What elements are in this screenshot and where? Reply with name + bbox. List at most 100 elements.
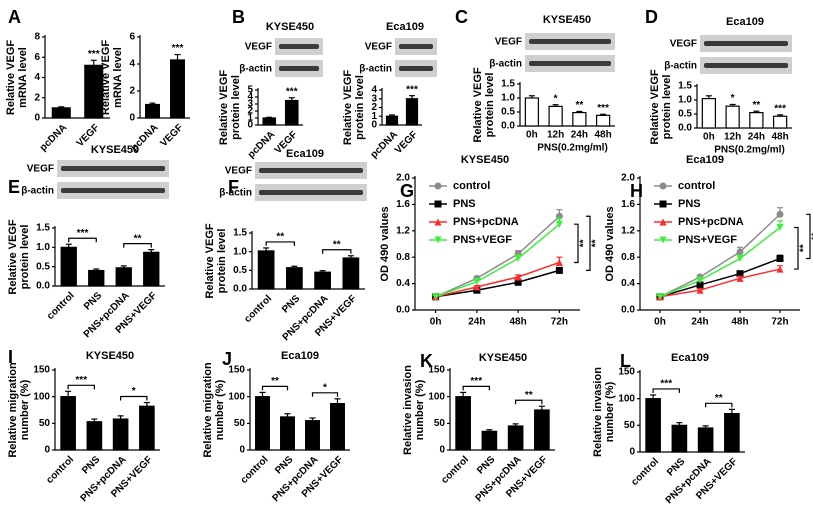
y-tick-label: 50 bbox=[624, 420, 636, 431]
point bbox=[514, 255, 522, 263]
y-tick-label: 50 bbox=[39, 418, 51, 429]
blot-band bbox=[279, 44, 319, 49]
bar bbox=[145, 103, 160, 119]
chart-title: Eca109 bbox=[671, 352, 709, 364]
bar bbox=[84, 64, 104, 119]
significance-bracket bbox=[705, 402, 733, 408]
panel-letter: A bbox=[8, 7, 21, 27]
y-tick-label: 150 bbox=[33, 365, 50, 376]
bar bbox=[262, 117, 277, 126]
y-tick-label: 1.5 bbox=[36, 223, 50, 234]
bar bbox=[342, 257, 360, 290]
significance: ** bbox=[575, 100, 583, 111]
blot-label: VEGF bbox=[245, 42, 272, 53]
y-tick-label: 0.5 bbox=[678, 109, 692, 120]
panel-letter: L bbox=[620, 351, 631, 371]
y-tick-label: 0.0 bbox=[501, 121, 515, 132]
y-axis-label: Relative invasionnumber (%) bbox=[592, 367, 616, 457]
y-tick-label: 1.5 bbox=[678, 81, 692, 92]
significance: ** bbox=[276, 232, 284, 243]
x-tick-label: pcDNA bbox=[246, 129, 277, 160]
bar bbox=[330, 403, 345, 451]
significance: *** bbox=[406, 84, 418, 95]
bar bbox=[86, 421, 103, 451]
y-tick-label: 1 bbox=[371, 111, 377, 122]
y-tick-label: 0 bbox=[629, 447, 635, 458]
y-tick-label: 1.6 bbox=[396, 199, 410, 210]
point bbox=[696, 286, 704, 294]
y-tick-label: 0.8 bbox=[396, 252, 410, 263]
significance: ** bbox=[715, 393, 723, 404]
legend-marker bbox=[434, 182, 442, 190]
significance-bracket bbox=[123, 243, 152, 248]
significance-bracket bbox=[67, 384, 95, 390]
legend-marker bbox=[434, 218, 442, 226]
x-tick-label: 24h bbox=[571, 130, 588, 141]
y-tick-label: 1.0 bbox=[36, 242, 50, 253]
y-tick-label: 0.0 bbox=[36, 281, 50, 292]
line bbox=[435, 223, 560, 298]
x-tick-label: PNS bbox=[475, 454, 498, 477]
chart-title: KYSE450 bbox=[461, 154, 509, 166]
bar bbox=[115, 267, 132, 287]
x-axis-label: PNS(0.2mg/ml) bbox=[714, 145, 785, 156]
x-tick-label: 24h bbox=[468, 317, 485, 328]
line bbox=[435, 215, 560, 298]
bar bbox=[284, 99, 299, 126]
blot-label: VEGF bbox=[27, 164, 54, 175]
x-tick-label: 0h bbox=[703, 132, 715, 143]
y-tick-label: 100 bbox=[428, 391, 445, 402]
significance: ** bbox=[271, 376, 279, 387]
y-tick-label: 0.5 bbox=[501, 107, 515, 118]
chart-title: Eca109 bbox=[386, 21, 424, 33]
point bbox=[514, 273, 522, 281]
blot-band bbox=[61, 166, 165, 171]
x-tick-label: 72h bbox=[551, 317, 568, 328]
significance: * bbox=[554, 93, 558, 104]
y-tick-label: 1.5 bbox=[501, 79, 515, 90]
x-tick-label: control bbox=[45, 290, 77, 322]
y-axis-label: OD 490 values bbox=[604, 206, 616, 281]
bar bbox=[170, 59, 185, 119]
y-axis-label: Relative VEGFmRNA level bbox=[100, 40, 124, 115]
x-tick-label: control bbox=[239, 454, 271, 486]
chart-title: Eca109 bbox=[686, 154, 724, 166]
significance: *** bbox=[88, 49, 100, 60]
legend-label: PNS+VEGF bbox=[678, 234, 737, 246]
panel-letter: H bbox=[630, 181, 643, 201]
x-axis-label: PNS(0.2mg/ml) bbox=[537, 143, 608, 154]
legend-label: PNS+pcDNA bbox=[453, 216, 519, 228]
y-tick-label: 6 bbox=[34, 52, 40, 63]
blot-label: VEGF bbox=[365, 42, 392, 53]
y-tick-label: 2 bbox=[247, 106, 253, 117]
bar bbox=[51, 107, 71, 119]
point bbox=[696, 276, 704, 284]
blot-band bbox=[399, 66, 433, 71]
blot-band bbox=[704, 63, 788, 68]
chart-title: KYSE450 bbox=[543, 14, 591, 26]
line bbox=[659, 226, 781, 298]
significance: ** bbox=[525, 390, 533, 401]
y-tick-label: 1.6 bbox=[621, 199, 635, 210]
bar bbox=[314, 271, 331, 290]
x-tick-label: control bbox=[44, 454, 76, 486]
y-tick-label: 0.0 bbox=[396, 305, 410, 316]
y-tick-label: 0 bbox=[129, 113, 135, 124]
chart-title: Eca109 bbox=[281, 350, 319, 362]
significance: *** bbox=[774, 103, 786, 114]
legend-label: control bbox=[453, 180, 490, 192]
y-tick-label: 150 bbox=[228, 365, 245, 376]
x-tick-label: 48h bbox=[510, 317, 527, 328]
significance-bracket bbox=[794, 226, 799, 270]
y-tick-label: 100 bbox=[228, 391, 245, 402]
x-tick-label: control bbox=[629, 456, 661, 488]
bar bbox=[88, 269, 105, 287]
point bbox=[555, 266, 563, 274]
y-tick-label: 5 bbox=[247, 85, 253, 96]
y-axis-label: Relative VEGFmRNA level bbox=[5, 40, 29, 115]
bar bbox=[749, 111, 764, 129]
point bbox=[555, 258, 563, 266]
y-tick-label: 150 bbox=[428, 365, 445, 376]
point bbox=[432, 293, 440, 301]
panel-letter: B bbox=[232, 7, 245, 27]
